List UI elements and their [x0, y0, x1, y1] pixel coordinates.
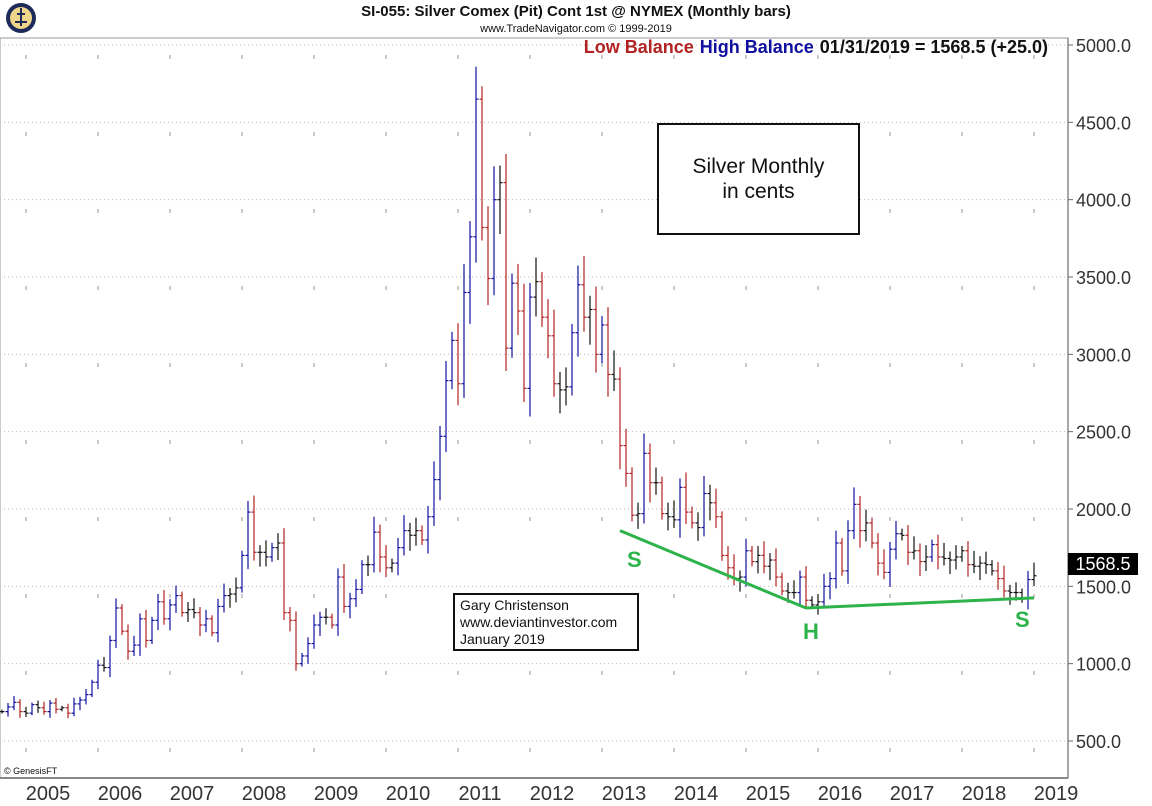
- legend: Low Balance High Balance 01/31/2019 = 1568…: [584, 37, 1048, 58]
- x-tick-label: 2018: [962, 783, 1007, 805]
- logo-icon: [6, 3, 36, 33]
- head-label: H: [803, 619, 819, 644]
- x-tick-label: 2006: [98, 783, 143, 805]
- y-tick-label: 3000.0: [1076, 345, 1131, 365]
- x-tick-label: 2017: [890, 783, 935, 805]
- right-shoulder-label: S: [1015, 607, 1030, 632]
- x-tick-label: 2008: [242, 783, 287, 805]
- plot-frame: [0, 37, 1069, 779]
- y-tick-label: 1500.0: [1076, 577, 1131, 597]
- legend-low-balance: Low Balance: [583, 37, 694, 57]
- chart-label-box: Silver Monthly in cents: [657, 123, 860, 235]
- trendline-s-h: [619, 529, 807, 610]
- author-name: Gary Christenson: [460, 597, 569, 613]
- chart-title: SI-055: Silver Comex (Pit) Cont 1st @ NY…: [361, 3, 791, 20]
- y-tick-label: 1000.0: [1076, 655, 1131, 675]
- author-date: January 2019: [460, 631, 545, 647]
- y-tick-label: 500.0: [1076, 732, 1121, 752]
- x-tick-label: 2011: [458, 783, 501, 805]
- copyright: © GenesisFT: [4, 766, 58, 776]
- x-tick-label: 2012: [530, 783, 575, 805]
- y-tick-label: 4000.0: [1076, 191, 1131, 211]
- y-tick-label: 4500.0: [1076, 113, 1131, 133]
- trendline-h-s: [805, 596, 1035, 610]
- x-tick-label: 2005: [26, 783, 71, 805]
- x-tick-label: 2007: [170, 783, 215, 805]
- x-tick-label: 2019: [1034, 783, 1079, 805]
- y-tick-label: 2500.0: [1076, 423, 1131, 443]
- left-shoulder-label: S: [627, 547, 642, 572]
- chart-label-line1: Silver Monthly: [692, 155, 825, 178]
- legend-high-balance: High Balance: [699, 37, 814, 57]
- x-tick-label: 2013: [602, 783, 647, 805]
- y-tick-label: 5000.0: [1076, 36, 1131, 56]
- author-site: www.deviantinvestor.com: [460, 614, 618, 630]
- chart-label-line2: in cents: [722, 180, 795, 203]
- x-tick-label: 2016: [818, 783, 863, 805]
- chart-subtitle: www.TradeNavigator.com © 1999-2019: [480, 23, 672, 35]
- x-tick-label: 2015: [746, 783, 791, 805]
- last-price-tag: 1568.5: [1068, 553, 1138, 575]
- last-quote: 01/31/2019 = 1568.5 (+25.0): [819, 37, 1048, 57]
- y-tick-label: 3500.0: [1076, 268, 1131, 288]
- y-tick-label: 2000.0: [1076, 500, 1131, 520]
- author-box: Gary Christenson www.deviantinvestor.com…: [453, 593, 639, 651]
- x-tick-label: 2014: [674, 783, 719, 805]
- x-tick-label: 2010: [386, 783, 431, 805]
- x-tick-label: 2009: [314, 783, 359, 805]
